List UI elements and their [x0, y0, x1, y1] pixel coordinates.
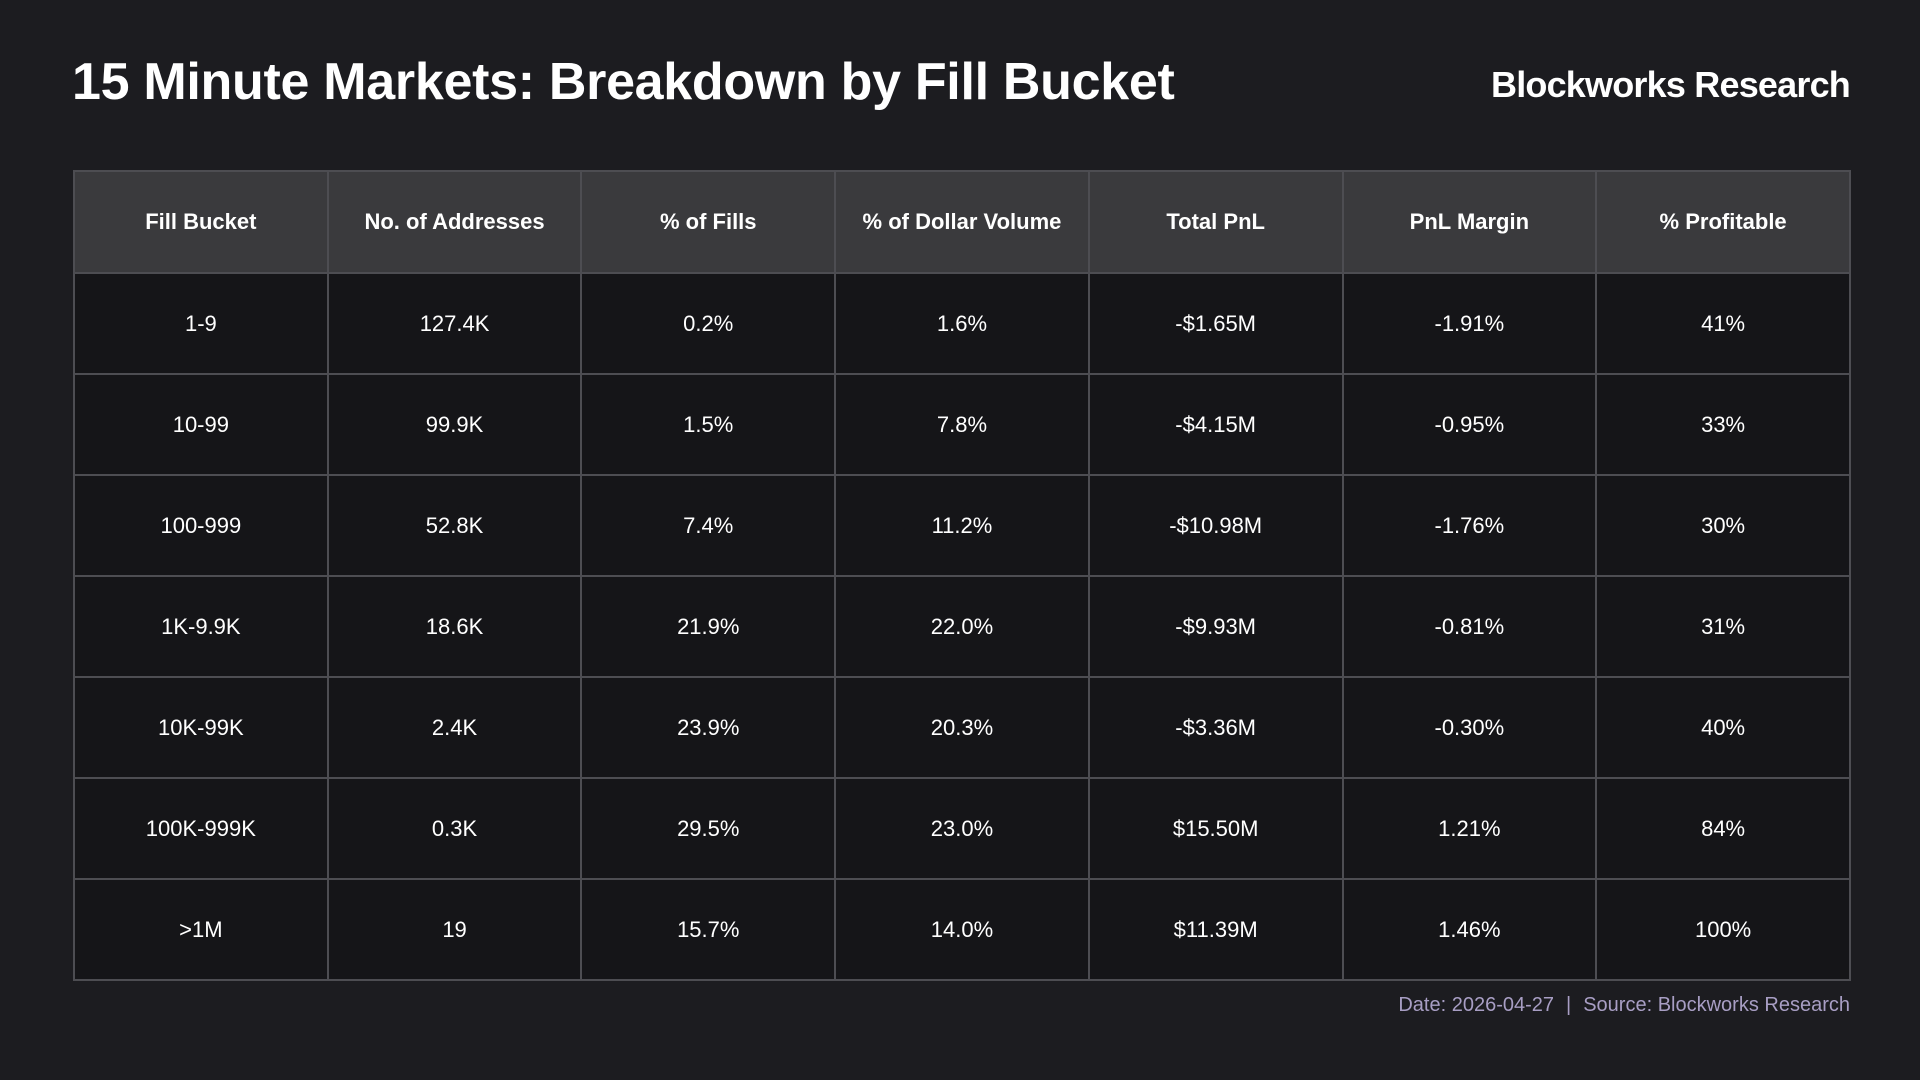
table-cell: 52.8K: [326, 474, 583, 577]
table-cell: -$9.93M: [1087, 575, 1344, 678]
table-cell: -$4.15M: [1087, 373, 1344, 476]
chart-title: 15 Minute Markets: Breakdown by Fill Buc…: [72, 53, 1175, 111]
table-cell: 84%: [1595, 777, 1851, 880]
table-cell: 22.0%: [834, 575, 1090, 678]
table-cell: 0.2%: [580, 272, 837, 375]
footer-date: Date: 2026-04-27: [1398, 994, 1555, 1016]
column-header: Total PnL: [1087, 170, 1344, 274]
table-cell: 2.4K: [326, 676, 583, 779]
table-row: 1K-9.9K 18.6K 21.9% 22.0% -$9.93M -0.81% 31%: [73, 575, 1851, 678]
column-header: Fill Bucket: [73, 170, 329, 274]
table-cell: -0.95%: [1341, 373, 1598, 476]
table-cell: -$10.98M: [1087, 474, 1344, 577]
footer-meta: Date: 2026-04-27 | Source: Blockworks Rese…: [1398, 994, 1850, 1017]
table-row: 10K-99K 2.4K 23.9% 20.3% -$3.36M -0.30% 40%: [73, 676, 1851, 779]
column-header: PnL Margin: [1341, 170, 1598, 274]
footer-source: Source: Blockworks Research: [1583, 994, 1850, 1016]
table-cell: -0.81%: [1341, 575, 1598, 678]
table-cell: 30%: [1595, 474, 1851, 577]
table-cell: 10-99: [73, 373, 329, 476]
table-cell: 100K-999K: [73, 777, 329, 880]
table-cell: -0.30%: [1341, 676, 1598, 779]
table-cell: -1.76%: [1341, 474, 1598, 577]
table-cell: 1.46%: [1341, 878, 1598, 981]
column-header: % of Fills: [580, 170, 837, 274]
table-cell: -$3.36M: [1087, 676, 1344, 779]
table-cell: 11.2%: [834, 474, 1090, 577]
table-cell: 33%: [1595, 373, 1851, 476]
table-row: >1M 19 15.7% 14.0% $11.39M 1.46% 100%: [73, 878, 1851, 981]
table-cell: 7.8%: [834, 373, 1090, 476]
table-cell: 23.0%: [834, 777, 1090, 880]
table-cell: 1.5%: [580, 373, 837, 476]
table-cell: 41%: [1595, 272, 1851, 375]
table-cell: -$1.65M: [1087, 272, 1344, 375]
table-cell: 19: [326, 878, 583, 981]
table-cell: 31%: [1595, 575, 1851, 678]
column-header: % Profitable: [1595, 170, 1851, 274]
table-body: 1-9 127.4K 0.2% 1.6% -$1.65M -1.91% 41% 10-99 99…: [73, 272, 1851, 981]
table-cell: -1.91%: [1341, 272, 1598, 375]
table-cell: 0.3K: [326, 777, 583, 880]
table-row: 10-99 99.9K 1.5% 7.8% -$4.15M -0.95% 33%: [73, 373, 1851, 476]
column-header: % of Dollar Volume: [834, 170, 1090, 274]
table-cell: 20.3%: [834, 676, 1090, 779]
table-row: 100K-999K 0.3K 29.5% 23.0% $15.50M 1.21% 84%: [73, 777, 1851, 880]
table-cell: 7.4%: [580, 474, 837, 577]
table-header: Fill Bucket No. of Addresses% of Fills% o…: [73, 170, 1851, 274]
table-cell: 127.4K: [326, 272, 583, 375]
fill-bucket-table: Fill Bucket No. of Addresses% of Fills% o…: [73, 170, 1851, 981]
table-cell: 100-999: [73, 474, 329, 577]
table-cell: 15.7%: [580, 878, 837, 981]
data-table-container: Fill Bucket No. of Addresses% of Fills% o…: [73, 170, 1851, 981]
table-cell: 1.21%: [1341, 777, 1598, 880]
column-header: No. of Addresses: [326, 170, 583, 274]
table-cell: 99.9K: [326, 373, 583, 476]
table-cell: $11.39M: [1087, 878, 1344, 981]
table-cell: 1K-9.9K: [73, 575, 329, 678]
table-row: 100-999 52.8K 7.4% 11.2% -$10.98M -1.76% 30%: [73, 474, 1851, 577]
table-cell: 1-9: [73, 272, 329, 375]
table-cell: 10K-99K: [73, 676, 329, 779]
table-cell: 23.9%: [580, 676, 837, 779]
table-cell: >1M: [73, 878, 329, 981]
table-cell: 29.5%: [580, 777, 837, 880]
table-cell: 1.6%: [834, 272, 1090, 375]
table-cell: 40%: [1595, 676, 1851, 779]
table-cell: 100%: [1595, 878, 1851, 981]
footer-separator: |: [1566, 994, 1572, 1016]
table-cell: 21.9%: [580, 575, 837, 678]
table-cell: $15.50M: [1087, 777, 1344, 880]
table-cell: 14.0%: [834, 878, 1090, 981]
header-row: Fill Bucket No. of Addresses% of Fills% o…: [73, 170, 1851, 274]
brand-logo-text: Blockworks Research: [1491, 64, 1851, 105]
table-row: 1-9 127.4K 0.2% 1.6% -$1.65M -1.91% 41%: [73, 272, 1851, 375]
table-cell: 18.6K: [326, 575, 583, 678]
